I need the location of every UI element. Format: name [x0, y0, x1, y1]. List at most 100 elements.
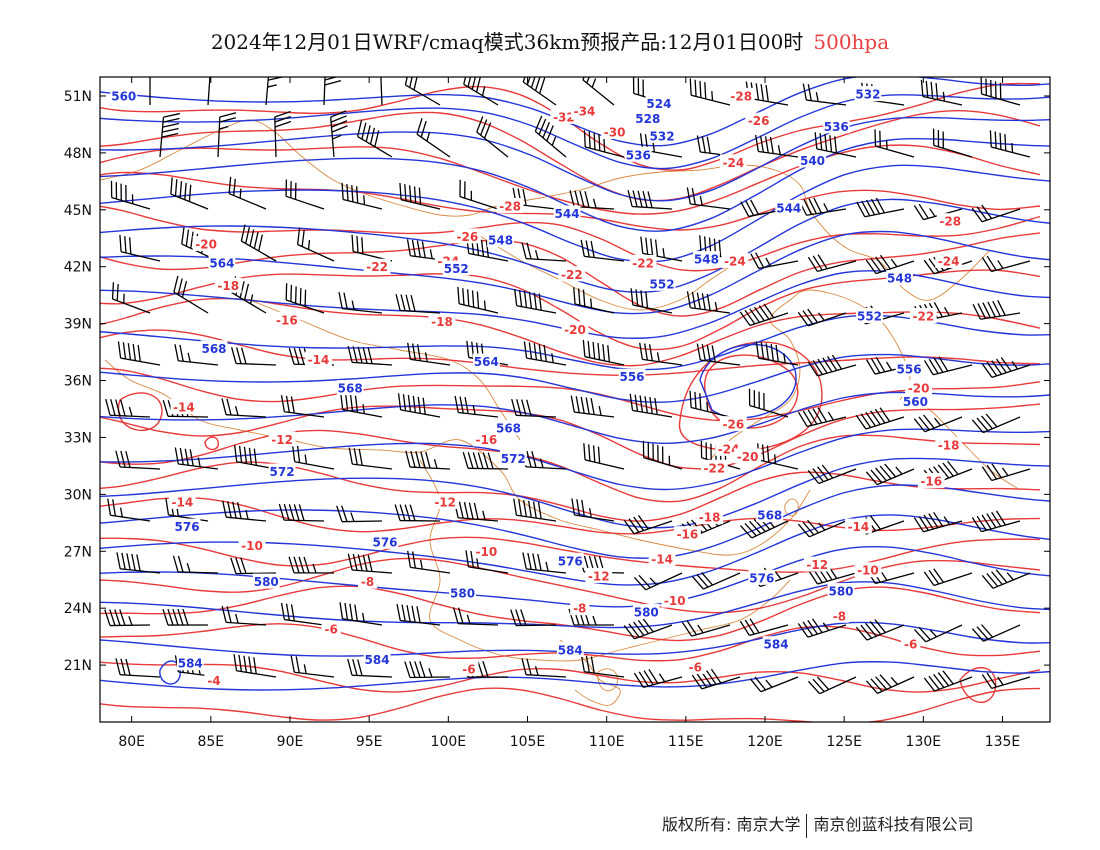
height-label: 524 [646, 97, 671, 111]
wind-barb [514, 288, 557, 314]
temperature-label: -12 [271, 433, 293, 447]
height-contour-line [100, 230, 1050, 315]
wind-barb [865, 254, 915, 275]
height-contour-line [100, 457, 1050, 529]
temperature-label: -24 [718, 442, 740, 456]
height-label: 560 [903, 395, 928, 409]
lon-label: 130E [906, 734, 942, 750]
height-label-bg [624, 146, 652, 162]
temperature-label: -16 [920, 475, 942, 489]
temperature-label: -14 [308, 353, 330, 367]
wind-barb [476, 116, 509, 158]
wind-barb [691, 571, 741, 590]
wind-barb [569, 190, 615, 210]
height-contour-line [100, 77, 1050, 147]
wind-barb [231, 347, 277, 366]
lon-label: 90E [277, 734, 304, 750]
height-label-bg [762, 636, 790, 652]
temperature-label: -18 [699, 511, 721, 525]
wind-barb [971, 510, 1021, 533]
temperature-label-bg [321, 621, 341, 637]
wind-barb [640, 236, 683, 262]
height-label-bg [756, 507, 784, 523]
height-label-bg [499, 450, 527, 466]
wind-barb [639, 342, 683, 366]
copyright-owner: 版权所有: 南京大学 [662, 815, 801, 834]
temperature-contour-line [100, 536, 1041, 573]
wind-barb [797, 308, 847, 327]
wind-barb [923, 356, 973, 376]
temperature-label-bg [685, 658, 705, 674]
wind-barb [407, 550, 451, 574]
temperature-label: -12 [588, 569, 610, 583]
height-contour-line [100, 116, 1050, 202]
wind-barb [397, 393, 441, 418]
wind-barb [116, 552, 161, 574]
temperature-contour-line [100, 429, 1041, 503]
wind-barb [510, 609, 557, 627]
wind-barb [170, 177, 209, 210]
wind-barb [348, 447, 393, 470]
temperature-label: -14 [651, 552, 673, 566]
height-label-bg [110, 87, 138, 103]
wind-barb [105, 398, 151, 418]
wind-barb [459, 179, 499, 210]
wind-barb [686, 291, 731, 314]
temperature-label-bg [570, 600, 590, 616]
temperature-contour-line [100, 585, 1041, 642]
wind-barb [797, 519, 847, 538]
wind-barb [454, 395, 499, 418]
wind-barb [217, 112, 237, 158]
height-label-bg [363, 651, 391, 667]
height-label: 580 [254, 575, 279, 589]
wind-barb [920, 79, 963, 106]
temperature-label: -30 [604, 126, 626, 140]
axis-layer: 51N 48N 45N 42N 39N 36N 33N 30N 27N 24N 21N 80E 85E 9… [64, 77, 1050, 750]
temperature-label: -28 [499, 200, 521, 214]
footer-divider [806, 813, 808, 838]
wind-barb [583, 130, 625, 158]
temperature-label: -34 [574, 105, 596, 119]
map-title-main: 2024年12月01日WRF/cmaq模式36km预报产品:12月01日00时 [210, 30, 804, 54]
height-label: 548 [694, 253, 719, 267]
wind-barb [119, 234, 161, 262]
wind-barb [453, 501, 499, 522]
height-label-bg [176, 655, 204, 671]
height-label-bg [556, 641, 584, 657]
height-label: 568 [338, 382, 363, 396]
height-label-bg [645, 95, 673, 111]
wind-barb [629, 393, 673, 418]
height-label: 580 [634, 605, 659, 619]
lon-label: 100E [431, 734, 467, 750]
lon-label: 115E [668, 734, 704, 750]
wind-barb [221, 605, 267, 626]
temperature-label: -26 [748, 114, 770, 128]
temperature-label-bg [459, 660, 479, 676]
height-label: 560 [111, 89, 136, 103]
wind-barb [521, 242, 567, 262]
height-label-bg [827, 583, 855, 599]
wind-barb [457, 286, 499, 314]
temperature-label-bg [905, 380, 932, 396]
wind-barb [149, 77, 160, 105]
wind-barb [117, 341, 161, 366]
temperature-label: -24 [938, 255, 960, 269]
height-contour-line [100, 94, 1050, 170]
height-label-bg [634, 110, 662, 126]
temperature-label: -12 [806, 558, 828, 572]
temperature-label: -24 [722, 156, 744, 170]
wind-barb [534, 115, 567, 158]
height-label: 548 [488, 234, 513, 248]
temperature-label-bg [661, 592, 689, 608]
temperature-label: -6 [904, 638, 917, 652]
wind-barb [980, 77, 1021, 106]
wind-barb [522, 552, 567, 574]
temperature-label: -10 [664, 594, 686, 608]
temperature-label-bg [696, 509, 723, 525]
wind-barb [874, 129, 915, 158]
wind-barb [748, 388, 789, 418]
height-label-bg [618, 368, 646, 384]
temperature-label-bg [453, 228, 481, 244]
height-label: 532 [855, 88, 880, 102]
wind-barb [739, 303, 789, 327]
